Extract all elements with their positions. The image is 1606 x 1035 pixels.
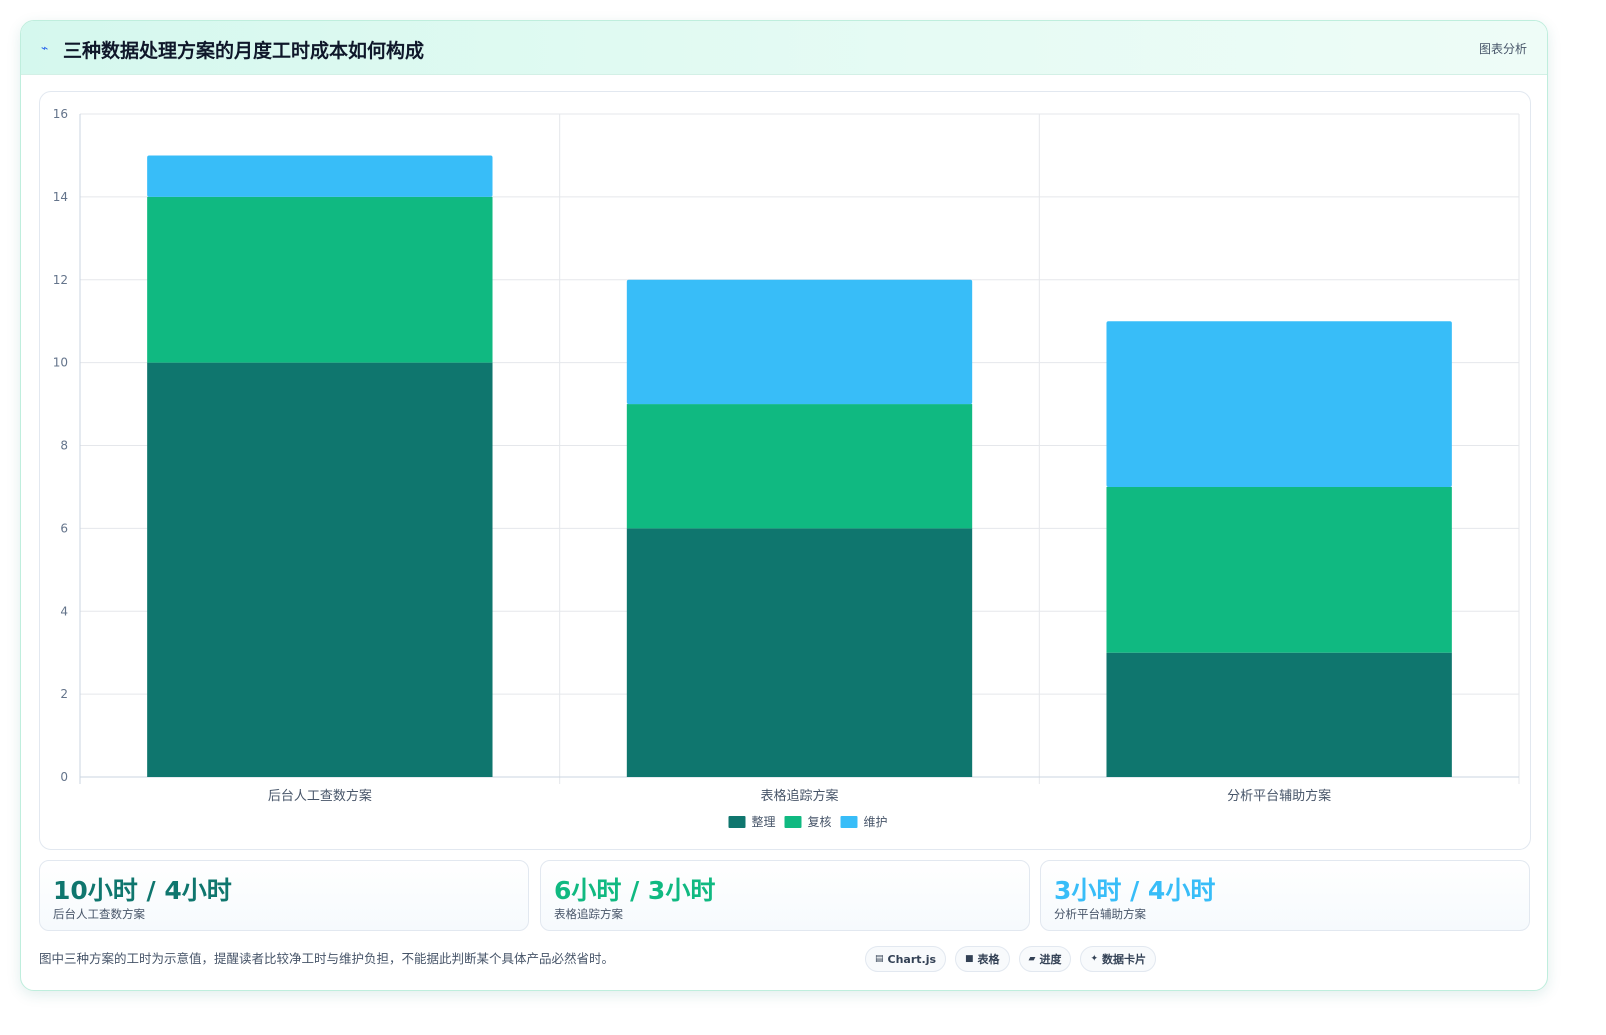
card-tag: 图表分析 xyxy=(1478,42,1527,56)
stat-label: 后台人工查数方案 xyxy=(53,907,145,921)
bar-segment xyxy=(147,155,493,197)
card-title: 三种数据处理方案的月度工时成本如何构成 xyxy=(63,40,425,62)
footnote: 图中三种方案的工时为示意值，提醒读者比较净工时与维护负担，不能据此判断某个具体产… xyxy=(39,951,615,966)
chart-panel: 0 2 4 6 8 10 12 14 16 后台人工查数方案 表格追踪方案 分析平台辅助方案整理 复核 维… xyxy=(39,91,1531,850)
x-tick-label: 分析平台辅助方案 xyxy=(1227,788,1331,804)
legend-label: 复核 xyxy=(808,815,832,829)
chip-chartjs[interactable]: ▤ Chart.js xyxy=(865,946,947,972)
chip-progress[interactable]: ▰ 进度 xyxy=(1018,946,1072,972)
table-icon: ■ xyxy=(965,954,974,964)
sparkle-icon: ✦ xyxy=(1090,954,1099,964)
chip-data-card[interactable]: ✦ 数据卡片 xyxy=(1080,946,1157,972)
progress-icon: ▰ xyxy=(1028,954,1036,964)
chip-label: 进度 xyxy=(1039,953,1062,966)
card-header: ⌁ 三种数据处理方案的月度工时成本如何构成 图表分析 xyxy=(21,21,1547,75)
y-tick-label: 6 xyxy=(60,521,68,535)
stat-card-3: 3小时 / 4小时 分析平台辅助方案 xyxy=(1040,860,1530,931)
chart-icon: ▤ xyxy=(875,954,884,964)
bar-segment xyxy=(1106,652,1452,777)
bar-segment xyxy=(626,279,973,405)
y-tick-label: 8 xyxy=(60,439,68,453)
stat-value: 10小时 / 4小时 xyxy=(53,876,232,905)
bar-segment xyxy=(626,404,973,529)
stat-card-2: 6小时 / 3小时 表格追踪方案 xyxy=(540,860,1030,931)
bar-segment xyxy=(147,196,493,363)
y-tick-label: 0 xyxy=(60,770,68,784)
chip-table[interactable]: ■ 表格 xyxy=(955,946,1010,972)
legend-label: 整理 xyxy=(752,814,776,829)
tech-chips: ▤ Chart.js ■ 表格 ▰ 进度 ✦ 数据卡片 xyxy=(865,946,1157,972)
y-tick-label: 4 xyxy=(60,604,68,618)
stat-value: 3小时 / 4小时 xyxy=(1054,876,1216,905)
bar-segment xyxy=(1106,321,1452,487)
stat-label: 表格追踪方案 xyxy=(554,907,623,921)
y-tick-label: 14 xyxy=(53,190,68,204)
lightning-icon: ⌁ xyxy=(41,41,49,55)
chip-label: Chart.js xyxy=(887,952,937,966)
x-tick-label: 后台人工查数方案 xyxy=(268,788,372,804)
bar-segment xyxy=(147,362,493,777)
x-tick-label: 表格追踪方案 xyxy=(760,788,838,804)
legend-swatch xyxy=(784,816,802,828)
legend-label: 维护 xyxy=(864,815,888,829)
y-tick-label: 16 xyxy=(53,107,68,121)
chip-label: 数据卡片 xyxy=(1102,953,1147,966)
stat-card-1: 10小时 / 4小时 后台人工查数方案 xyxy=(39,860,529,931)
chip-label: 表格 xyxy=(977,953,1000,966)
stat-value: 6小时 / 3小时 xyxy=(554,876,716,905)
stat-label: 分析平台辅助方案 xyxy=(1054,907,1146,921)
bar-segment xyxy=(626,528,973,777)
y-tick-label: 12 xyxy=(53,273,68,287)
y-tick-label: 2 xyxy=(60,687,68,701)
y-tick-label: 10 xyxy=(53,356,68,370)
bar-segment xyxy=(1106,486,1452,653)
legend-swatch xyxy=(840,816,858,828)
legend-swatch xyxy=(728,816,746,828)
chart-card: ⌁ 三种数据处理方案的月度工时成本如何构成 图表分析 0 2 4 6 8 10 12 14 16… xyxy=(20,20,1548,991)
